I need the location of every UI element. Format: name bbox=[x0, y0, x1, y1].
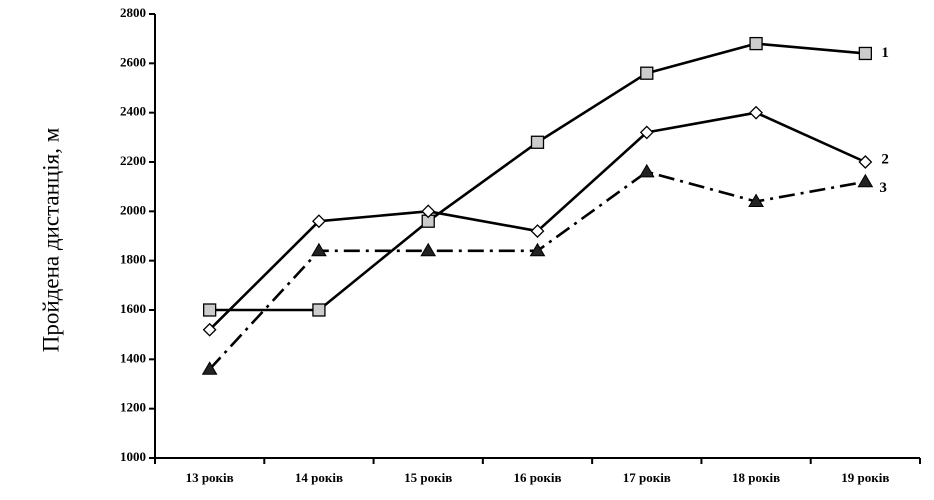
y-tick-label: 2600 bbox=[120, 54, 146, 69]
series-label: 2 bbox=[881, 151, 889, 167]
data-point bbox=[859, 156, 871, 168]
y-tick-label: 2000 bbox=[120, 202, 146, 217]
data-point bbox=[859, 47, 871, 59]
y-tick-label: 1600 bbox=[120, 301, 146, 316]
y-axis-label: Пройдена дистанція, м bbox=[38, 127, 63, 352]
y-tick-label: 1200 bbox=[120, 400, 146, 415]
series-label: 1 bbox=[881, 45, 889, 61]
x-tick-label: 19 років bbox=[841, 470, 889, 485]
axes: 1000 1200 1400 1600 1800 2000 2200 2400 2600 2800… bbox=[120, 5, 920, 485]
series-line bbox=[210, 44, 866, 310]
data-point bbox=[532, 136, 544, 148]
series-layer: 1 2 3 bbox=[203, 38, 889, 375]
x-tick-label: 18 років bbox=[732, 470, 780, 485]
series-1: 1 bbox=[204, 38, 889, 316]
data-point bbox=[750, 107, 762, 119]
x-tick-label: 16 років bbox=[513, 470, 561, 485]
series-2: 2 bbox=[204, 107, 889, 336]
series-line bbox=[210, 172, 866, 369]
data-point bbox=[313, 304, 325, 316]
data-point bbox=[858, 175, 872, 187]
data-point bbox=[421, 244, 435, 256]
series-label: 3 bbox=[879, 180, 887, 196]
data-point bbox=[640, 165, 654, 177]
y-tick-label: 1800 bbox=[120, 252, 146, 267]
series-3: 3 bbox=[203, 165, 887, 374]
x-tick-label: 15 років bbox=[404, 470, 452, 485]
x-tick-label: 14 років bbox=[295, 470, 343, 485]
data-point bbox=[750, 38, 762, 50]
y-tick-label: 2400 bbox=[120, 104, 146, 119]
y-tick-label: 2200 bbox=[120, 153, 146, 168]
data-point bbox=[204, 304, 216, 316]
y-tick-label: 2800 bbox=[120, 5, 146, 20]
data-point bbox=[641, 67, 653, 79]
y-tick-label: 1400 bbox=[120, 350, 146, 365]
x-tick-label: 13 років bbox=[186, 470, 234, 485]
x-tick-label: 17 років bbox=[623, 470, 671, 485]
y-tick-label: 1000 bbox=[120, 449, 146, 464]
